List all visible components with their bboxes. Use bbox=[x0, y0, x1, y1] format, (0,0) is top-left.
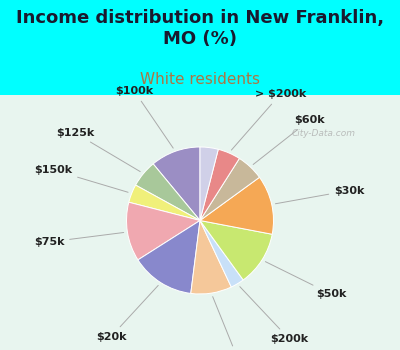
Wedge shape bbox=[138, 220, 200, 293]
Wedge shape bbox=[200, 149, 239, 220]
Wedge shape bbox=[129, 185, 200, 220]
Bar bbox=[0, 94, 400, 350]
Wedge shape bbox=[153, 147, 200, 220]
Text: $20k: $20k bbox=[96, 286, 158, 342]
Wedge shape bbox=[200, 220, 243, 287]
Text: $75k: $75k bbox=[34, 232, 124, 247]
Text: $150k: $150k bbox=[34, 165, 128, 192]
Text: $40k: $40k bbox=[213, 297, 252, 350]
Wedge shape bbox=[136, 164, 200, 220]
Text: > $200k: > $200k bbox=[232, 89, 306, 150]
Text: $100k: $100k bbox=[115, 86, 173, 148]
Text: $60k: $60k bbox=[253, 115, 325, 164]
Wedge shape bbox=[200, 220, 272, 280]
Text: $30k: $30k bbox=[276, 186, 364, 204]
Wedge shape bbox=[200, 147, 218, 220]
Text: $50k: $50k bbox=[265, 262, 346, 299]
Wedge shape bbox=[126, 202, 200, 260]
Text: White residents: White residents bbox=[140, 72, 260, 87]
Wedge shape bbox=[191, 220, 231, 294]
Text: $200k: $200k bbox=[240, 287, 308, 344]
Text: Income distribution in New Franklin,
MO (%): Income distribution in New Franklin, MO … bbox=[16, 9, 384, 48]
Wedge shape bbox=[200, 159, 260, 220]
Text: City-Data.com: City-Data.com bbox=[292, 128, 356, 138]
Text: $125k: $125k bbox=[56, 128, 140, 172]
Wedge shape bbox=[200, 177, 274, 234]
